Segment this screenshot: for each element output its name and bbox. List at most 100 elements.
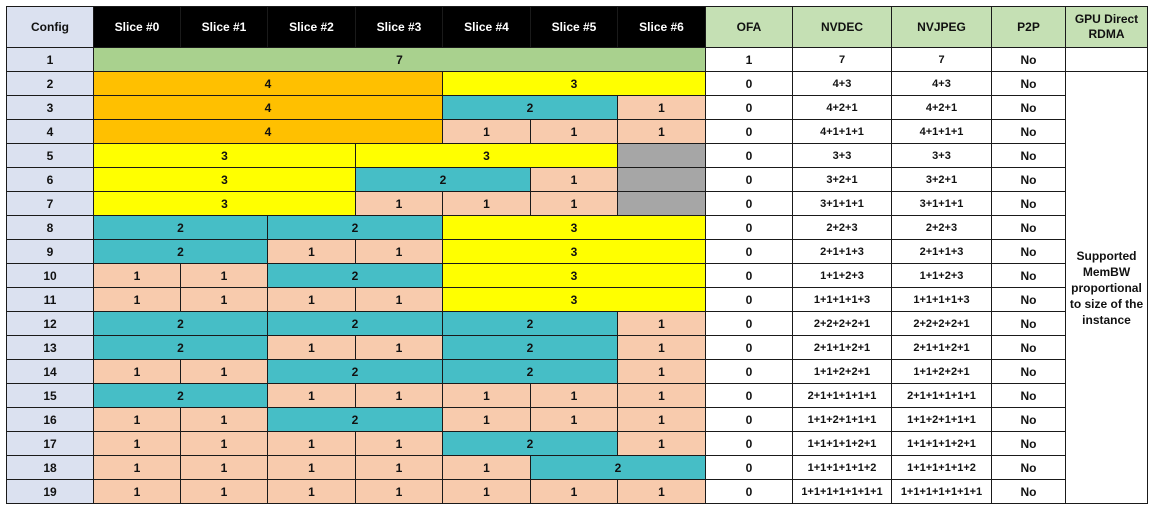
config-rows: 1 7 1 7 7 No 2 4 3 0 4+3 4+3 No Supported MemBW propo… [6,47,1148,504]
mig-config-table: Config Slice #0 Slice #1 Slice #2 Slice … [6,6,1148,504]
table-row: 8 2 2 3 0 2+2+3 2+2+3 No [6,215,1148,240]
gpu-instance-cell: 3 [442,239,706,264]
gpu-instance-cell: 1 [530,383,618,408]
gpu-instance-cell: 1 [355,431,443,456]
p2p-cell: No [991,431,1066,456]
p2p-cell: No [991,71,1066,96]
table-row: 2 4 3 0 4+3 4+3 No Supported MemBW proportional… [6,71,1148,504]
gpu-instance-cell: 1 [442,479,531,504]
gpu-instance-cell: 1 [617,431,706,456]
table-row: 1 7 1 7 7 No [6,47,1148,72]
gpu-instance-cell: 1 [530,191,618,216]
rdma-blank-cell [1065,47,1148,72]
p2p-cell: No [991,383,1066,408]
config-number-cell: 4 [6,119,94,144]
gpu-instance-cell: 3 [93,167,356,192]
nvjpeg-cell: 3+2+1 [891,167,992,192]
gpu-instance-cell: 2 [442,335,618,360]
nvdec-cell: 4+1+1+1 [792,119,892,144]
table-row: 16 1 1 2 1 1 1 0 1+1+2+1+1+1 1+1+2+1+1+1 No [6,407,1148,432]
config-number-cell: 7 [6,191,94,216]
config-number-cell: 13 [6,335,94,360]
nvjpeg-cell: 7 [891,47,992,72]
gpu-instance-cell: 3 [442,287,706,312]
gpu-instance-cell: 2 [93,311,268,336]
gpu-instance-cell: 1 [617,479,706,504]
gpu-instance-cell: 1 [180,431,268,456]
nvdec-cell: 1+1+2+2+1 [792,359,892,384]
table-row: 18 1 1 1 1 1 2 0 1+1+1+1+1+2 1+1+1+1+1+2 No [6,455,1148,480]
config-number-cell: 10 [6,263,94,288]
p2p-cell: No [991,167,1066,192]
gpu-instance-cell: 1 [93,263,181,288]
nvdec-cell: 4+2+1 [792,95,892,120]
config-number-cell: 3 [6,95,94,120]
gpu-instance-cell: 1 [617,407,706,432]
nvdec-cell: 2+1+1+2+1 [792,335,892,360]
table-row: 15 2 1 1 1 1 1 0 2+1+1+1+1+1 2+1+1+1+1+1 No [6,383,1148,408]
ofa-cell: 0 [705,167,793,192]
nvjpeg-cell: 1+1+2+2+1 [891,359,992,384]
gpu-instance-cell: 2 [93,335,268,360]
nvjpeg-cell: 1+1+1+1+2+1 [891,431,992,456]
nvdec-cell: 1+1+1+1+1+2 [792,455,892,480]
gpu-instance-cell: 2 [442,431,618,456]
config-number-cell: 14 [6,359,94,384]
p2p-cell: No [991,479,1066,504]
gpu-instance-cell: 2 [267,215,443,240]
config-header: Config [6,6,94,48]
ofa-cell: 0 [705,455,793,480]
gpu-instance-cell: 1 [617,359,706,384]
ofa-header: OFA [705,6,793,48]
p2p-cell: No [991,335,1066,360]
table-row: 4 4 1 1 1 0 4+1+1+1 4+1+1+1 No [6,119,1148,144]
nvdec-cell: 2+2+3 [792,215,892,240]
p2p-cell: No [991,95,1066,120]
nvjpeg-cell: 1+1+1+1+1+1+1 [891,479,992,504]
ofa-cell: 0 [705,239,793,264]
gpu-instance-cell: 3 [442,215,706,240]
config-number-cell: 16 [6,407,94,432]
config-number-cell: 12 [6,311,94,336]
header-row: Config Slice #0 Slice #1 Slice #2 Slice … [6,6,1148,48]
table-row: 7 3 1 1 1 0 3+1+1+1 3+1+1+1 No [6,191,1148,216]
p2p-cell: No [991,287,1066,312]
ofa-cell: 0 [705,191,793,216]
table-row: 13 2 1 1 2 1 0 2+1+1+2+1 2+1+1+2+1 No [6,335,1148,360]
config-number-cell: 6 [6,167,94,192]
gpu-instance-cell: 1 [530,407,618,432]
config-number-cell: 9 [6,239,94,264]
gpu-instance-cell: 1 [617,119,706,144]
gpu-instance-cell: 1 [355,383,443,408]
nvdec-cell: 2+1+1+3 [792,239,892,264]
gpu-instance-cell: 1 [355,239,443,264]
slice-4-header: Slice #4 [442,6,531,48]
gpu-instance-cell: 1 [180,407,268,432]
table-row: 19 1 1 1 1 1 1 1 0 1+1+1+1+1+1+1 1+1+1+1+1+1+1 No [6,479,1148,504]
nvjpeg-cell: 2+1+1+3 [891,239,992,264]
nvjpeg-cell: 4+1+1+1 [891,119,992,144]
ofa-cell: 0 [705,431,793,456]
config-number-cell: 2 [6,71,94,96]
nvdec-cell: 1+1+1+1+3 [792,287,892,312]
ofa-cell: 0 [705,263,793,288]
gpu-instance-cell: 3 [93,143,356,168]
slice-2-header: Slice #2 [267,6,356,48]
slice-6-header: Slice #6 [617,6,706,48]
gpu-instance-cell: 1 [355,479,443,504]
gpu-instance-cell: 1 [93,359,181,384]
nvdec-cell: 1+1+1+1+1+1+1 [792,479,892,504]
nvdec-cell: 1+1+2+3 [792,263,892,288]
config-number-cell: 17 [6,431,94,456]
gpu-instance-cell: 1 [355,287,443,312]
gpu-instance-cell: 2 [442,311,618,336]
gpu-instance-cell: 1 [355,455,443,480]
gpu-instance-cell: 3 [442,71,706,96]
gpu-instance-cell: 1 [355,335,443,360]
gpu-instance-cell: 1 [267,455,356,480]
table-row: 12 2 2 2 1 0 2+2+2+2+1 2+2+2+2+1 No [6,311,1148,336]
nvjpeg-cell: 1+1+2+3 [891,263,992,288]
nvdec-cell: 3+2+1 [792,167,892,192]
nvdec-cell: 7 [792,47,892,72]
gpu-instance-cell: 1 [93,455,181,480]
